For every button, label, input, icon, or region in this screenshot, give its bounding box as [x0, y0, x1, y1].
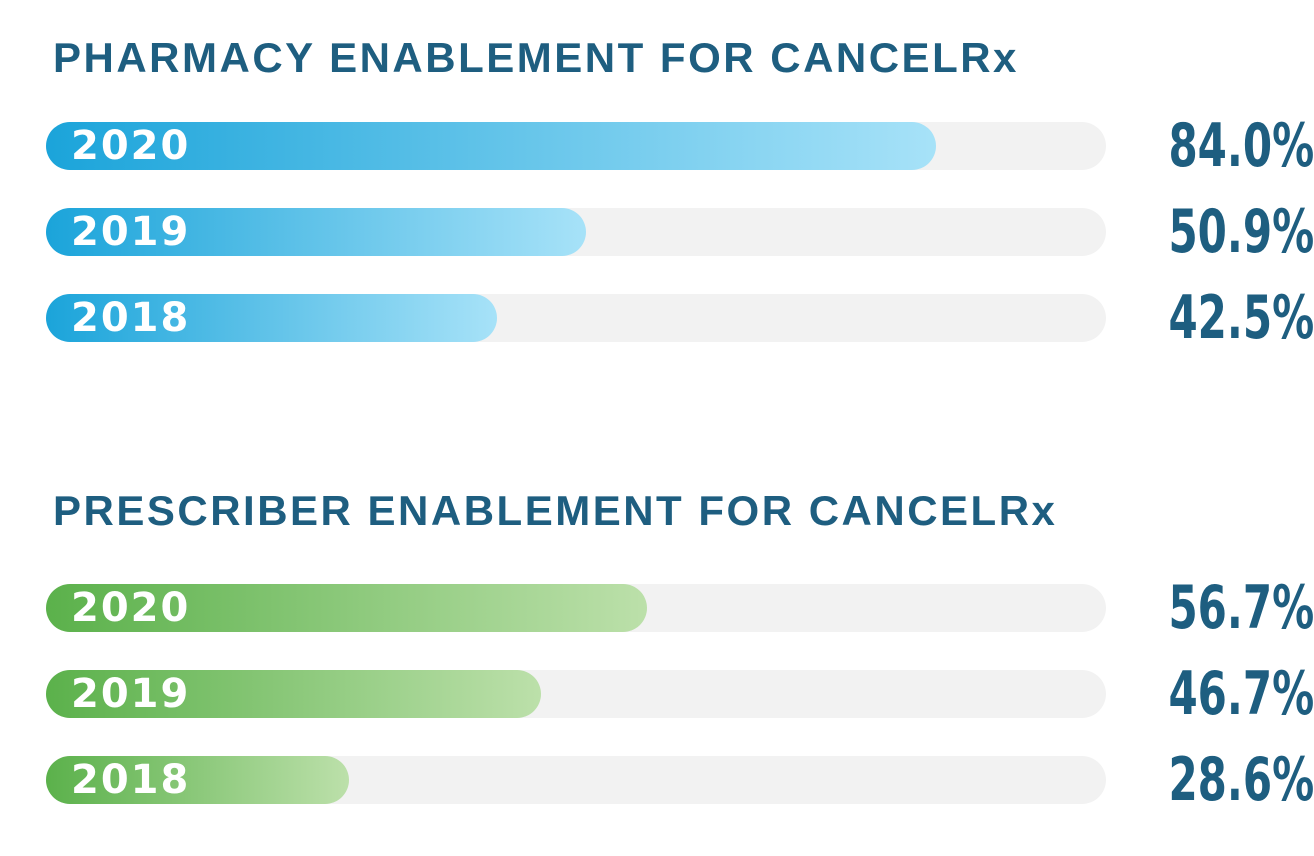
- pharmacy-chart-title: PHARMACY ENABLEMENT FOR CANCELRx: [53, 34, 1019, 81]
- year-label: 2018: [71, 295, 191, 341]
- bar-track: 2018: [46, 294, 1106, 342]
- bar-fill-pharmacy-2018: 2018: [46, 294, 497, 342]
- percent-value: 42.5%: [1168, 282, 1314, 353]
- percent-cell: 28.6%: [1106, 744, 1314, 815]
- year-label: 2020: [71, 585, 191, 631]
- year-label: 2019: [71, 209, 191, 255]
- prescriber-chart-title: PRESCRIBER ENABLEMENT FOR CANCELRx: [53, 487, 1058, 534]
- bar-track: 2018: [46, 756, 1106, 804]
- bar-track: 2020: [46, 584, 1106, 632]
- percent-cell: 46.7%: [1106, 658, 1314, 729]
- bar-fill-pharmacy-2019: 2019: [46, 208, 586, 256]
- bar-track: 2020: [46, 122, 1106, 170]
- prescriber-enablement-chart: PRESCRIBER ENABLEMENT FOR CANCELRx 2020 …: [46, 487, 1314, 810]
- bar-row-pharmacy-2020: 2020 84.0%: [46, 116, 1314, 176]
- year-label: 2020: [71, 123, 191, 169]
- percent-cell: 50.9%: [1106, 196, 1314, 267]
- bar-row-prescriber-2020: 2020 56.7%: [46, 578, 1314, 638]
- bar-row-prescriber-2019: 2019 46.7%: [46, 664, 1314, 724]
- year-label: 2019: [71, 671, 191, 717]
- bar-track: 2019: [46, 670, 1106, 718]
- bar-fill-pharmacy-2020: 2020: [46, 122, 937, 170]
- bar-track: 2019: [46, 208, 1106, 256]
- year-label: 2018: [71, 757, 191, 803]
- percent-value: 46.7%: [1168, 658, 1314, 729]
- percent-cell: 56.7%: [1106, 572, 1314, 643]
- percent-cell: 84.0%: [1106, 110, 1314, 181]
- percent-value: 50.9%: [1168, 196, 1314, 267]
- percent-value: 56.7%: [1168, 572, 1314, 643]
- bar-row-prescriber-2018: 2018 28.6%: [46, 750, 1314, 810]
- percent-cell: 42.5%: [1106, 282, 1314, 353]
- percent-value: 28.6%: [1168, 744, 1314, 815]
- bar-row-pharmacy-2019: 2019 50.9%: [46, 202, 1314, 262]
- bar-fill-prescriber-2020: 2020: [46, 584, 648, 632]
- bar-fill-prescriber-2018: 2018: [46, 756, 350, 804]
- bar-fill-prescriber-2019: 2019: [46, 670, 542, 718]
- pharmacy-enablement-chart: PHARMACY ENABLEMENT FOR CANCELRx 2020 84…: [46, 34, 1314, 348]
- percent-value: 84.0%: [1168, 110, 1314, 181]
- bar-row-pharmacy-2018: 2018 42.5%: [46, 288, 1314, 348]
